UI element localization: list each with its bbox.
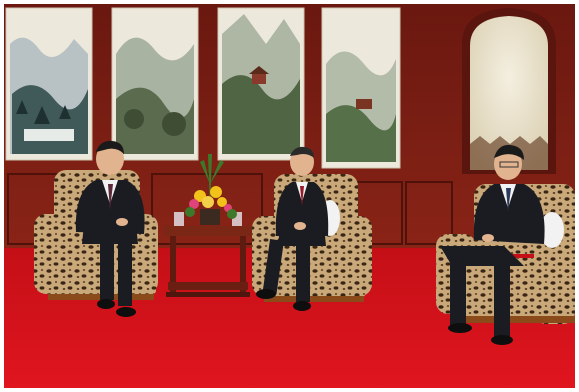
flower-arrangement bbox=[185, 154, 237, 225]
photo-scene bbox=[4, 4, 575, 388]
painting-pavilion-peaks bbox=[217, 7, 305, 161]
person-left bbox=[75, 140, 145, 317]
painting-mountain-pines bbox=[111, 7, 199, 161]
side-table bbox=[164, 212, 252, 297]
photo bbox=[4, 4, 575, 388]
painting-temple-trees bbox=[321, 7, 401, 169]
arch-niche bbox=[462, 8, 556, 174]
person-middle bbox=[256, 146, 329, 311]
person-right bbox=[440, 144, 545, 345]
painting-snow-landscape bbox=[5, 7, 93, 161]
